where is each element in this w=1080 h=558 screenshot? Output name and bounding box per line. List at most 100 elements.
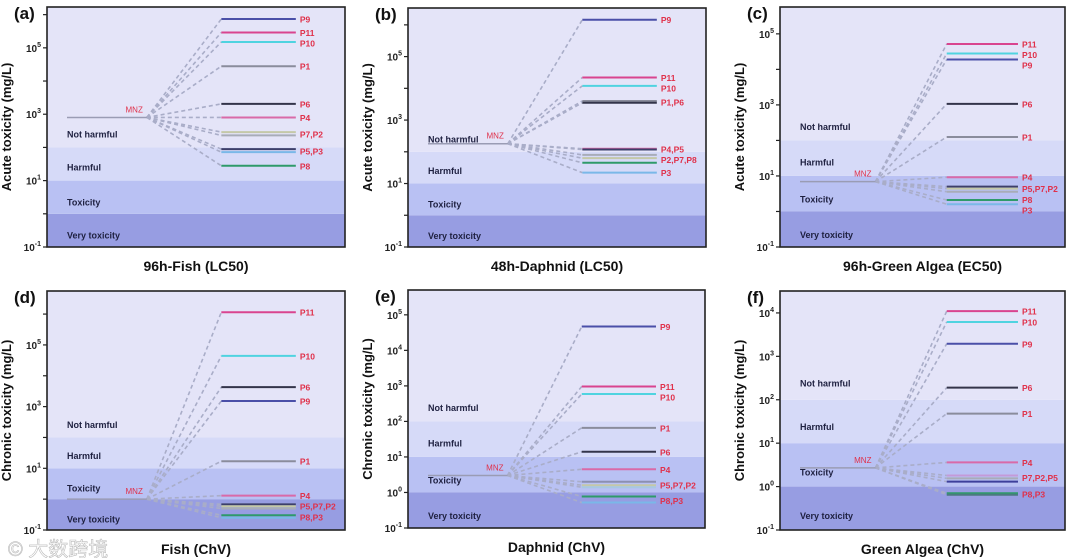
plot-frame <box>779 290 1066 531</box>
product-label: P9 <box>1022 339 1033 349</box>
connector-line <box>875 180 947 205</box>
y-tick-base: 10 <box>757 526 769 537</box>
y-tick-label: 103 <box>387 114 402 127</box>
chart-title: Green Algea (ChV) <box>861 541 984 557</box>
y-tick-base: 10 <box>759 439 771 450</box>
panel-a: Very toxicity Toxicity Harmful Not harmful M… <box>0 4 346 274</box>
y-tick-label: 10-1 <box>24 524 41 537</box>
plot-frame <box>46 6 346 248</box>
y-tick-exponent: 0 <box>398 486 402 493</box>
toxicity-band <box>780 211 1065 247</box>
y-axis-label: Chronic toxicity (mg/L) <box>360 338 375 480</box>
toxicity-band <box>47 437 345 469</box>
toxicity-band <box>47 180 345 214</box>
connector-line <box>507 474 582 487</box>
connector-line <box>507 142 583 159</box>
product-label: P6 <box>1022 383 1033 393</box>
product-label: P11 <box>300 28 315 38</box>
toxicity-band <box>47 291 345 438</box>
band-label: Harmful <box>67 163 101 173</box>
band-label: Harmful <box>67 451 101 461</box>
band-label: Very toxicity <box>428 511 481 521</box>
panel-letter: (c) <box>747 4 768 23</box>
toxicity-band <box>47 468 345 500</box>
product-label: P4 <box>300 113 311 123</box>
product-label: P7,P2,P5 <box>1022 473 1058 483</box>
product-label: P10 <box>300 351 315 361</box>
connector-line <box>146 116 222 167</box>
product-label: P10 <box>660 393 675 403</box>
band-label: Harmful <box>428 438 462 448</box>
y-tick-label: 105 <box>26 339 41 352</box>
chart-title: 96h-Green Algea (EC50) <box>843 258 1002 274</box>
band-label: Not harmful <box>800 379 851 389</box>
band-label: Very toxicity <box>800 230 853 240</box>
connector-line <box>875 180 947 190</box>
product-label: P11 <box>1022 307 1037 317</box>
toxicity-band <box>408 8 706 152</box>
panel-c: Very toxicity Toxicity Harmful Not harmful M… <box>732 4 1066 274</box>
plot-frame <box>407 7 707 248</box>
connector-line <box>146 494 222 500</box>
y-tick-label: 100 <box>387 486 402 499</box>
y-tick-exponent: 2 <box>398 415 402 422</box>
connector-line <box>874 43 948 183</box>
toxicity-band <box>780 399 1065 444</box>
band-label: Very toxicity <box>428 231 481 241</box>
product-label: P6 <box>300 383 311 393</box>
y-tick-base: 10 <box>387 346 399 357</box>
product-label: P4 <box>660 465 671 475</box>
y-tick-exponent: 5 <box>37 339 41 346</box>
y-tick-label: 104 <box>759 307 774 320</box>
product-label: P3 <box>661 168 672 178</box>
band-label: Not harmful <box>67 420 118 430</box>
band-label: Very toxicity <box>67 514 120 524</box>
band-label: Toxicity <box>428 199 461 209</box>
connector-line <box>874 59 948 183</box>
y-tick-label: 101 <box>26 175 41 188</box>
parent-label: MNZ <box>126 105 143 114</box>
y-tick-label: 100 <box>759 481 774 494</box>
product-label: P8,P3 <box>660 496 683 506</box>
panel-e: Very toxicity Toxicity Harmful Not harmful M… <box>360 287 706 555</box>
y-tick-base: 10 <box>26 110 38 121</box>
product-label: P1 <box>1022 132 1033 142</box>
y-tick-exponent: -1 <box>768 241 774 248</box>
toxicity-band <box>408 183 706 216</box>
plot-frame <box>407 289 706 529</box>
y-tick-base: 10 <box>24 243 36 254</box>
connector-line <box>507 142 583 151</box>
panel-letter: (a) <box>14 4 35 23</box>
y-tick-label: 101 <box>387 451 402 464</box>
y-tick-base: 10 <box>759 101 771 112</box>
band-label: Harmful <box>428 166 462 176</box>
y-tick-exponent: 3 <box>398 114 402 121</box>
band-label: Not harmful <box>67 129 118 139</box>
y-tick-exponent: 4 <box>770 307 774 314</box>
y-tick-exponent: 2 <box>770 394 774 401</box>
connector-line <box>146 498 222 506</box>
product-label: P9 <box>1022 60 1033 70</box>
chart-title: Fish (ChV) <box>161 541 231 557</box>
y-tick-base: 10 <box>387 53 399 64</box>
y-tick-base: 10 <box>387 382 399 393</box>
y-tick-label: 105 <box>26 42 41 55</box>
product-label: P9 <box>300 397 311 407</box>
y-tick-base: 10 <box>385 524 397 535</box>
y-tick-base: 10 <box>759 309 771 320</box>
y-tick-label: 10-1 <box>757 524 774 537</box>
connector-line <box>507 142 583 174</box>
y-tick-label: 103 <box>759 350 774 363</box>
panel-letter: (b) <box>375 5 397 24</box>
panel-letter: (e) <box>375 287 396 306</box>
band-label: Not harmful <box>428 134 479 144</box>
toxicity-band <box>780 140 1065 176</box>
parent-label: MNZ <box>126 487 143 496</box>
y-tick-base: 10 <box>387 488 399 499</box>
y-tick-label: 103 <box>387 380 402 393</box>
panel-d: Very toxicity Toxicity Harmful Not harmful M… <box>0 288 346 557</box>
connector-line <box>874 412 948 469</box>
band-label: Toxicity <box>67 483 100 493</box>
product-label: P1 <box>660 423 671 433</box>
